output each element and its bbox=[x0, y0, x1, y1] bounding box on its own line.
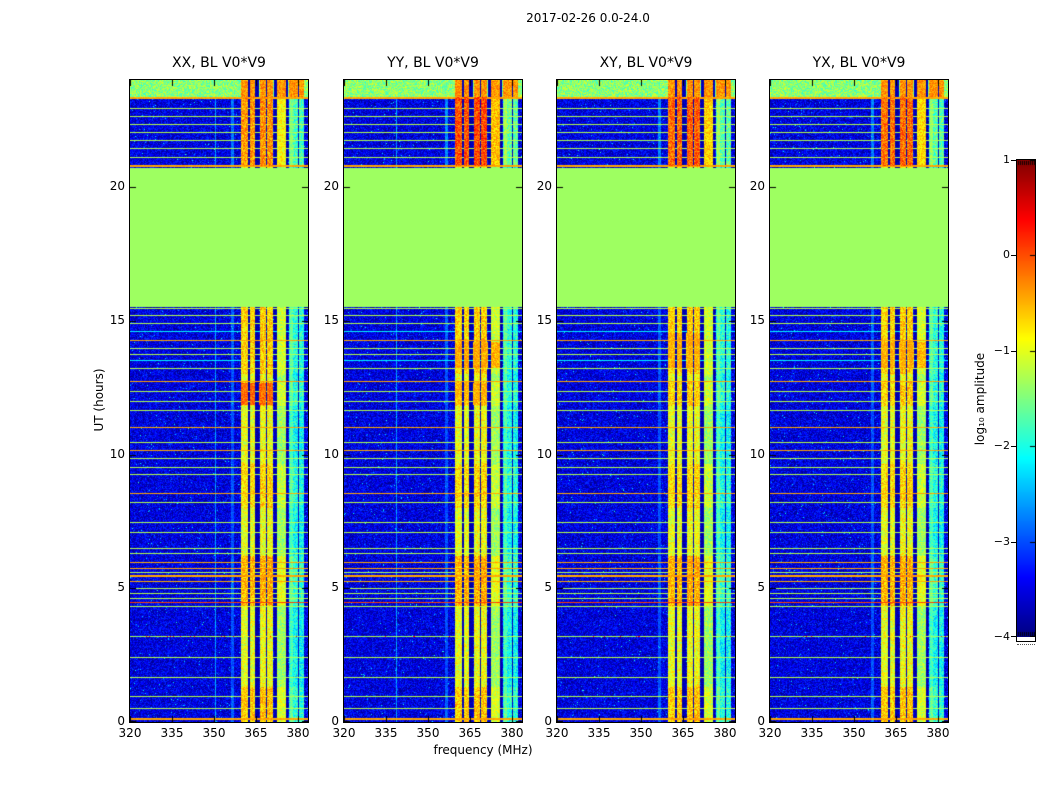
spectrogram-panel-xx bbox=[129, 79, 309, 723]
spectrogram-canvas-yx bbox=[770, 80, 948, 722]
x-tick-label: 320 bbox=[118, 726, 142, 740]
spectrogram-panel-yy bbox=[343, 79, 523, 723]
panel-title-yx: YX, BL V0*V9 bbox=[812, 55, 906, 71]
x-tick-label: 365 bbox=[244, 726, 268, 740]
colorbar bbox=[1016, 159, 1036, 642]
x-tick-label: 365 bbox=[458, 726, 482, 740]
x-tick-label: 350 bbox=[202, 726, 226, 740]
spectrogram-panel-xy bbox=[556, 79, 736, 723]
y-tick-label: 15 bbox=[109, 313, 125, 327]
y-tick-label: 5 bbox=[117, 580, 125, 594]
x-tick-label: 320 bbox=[545, 726, 569, 740]
y-tick-label: 0 bbox=[117, 714, 125, 728]
y-tick-label: 10 bbox=[749, 447, 765, 461]
y-tick-label: 0 bbox=[331, 714, 339, 728]
y-tick-label: 20 bbox=[749, 179, 765, 193]
colorbar-tick-label: 0 bbox=[1003, 248, 1010, 261]
x-tick-label: 350 bbox=[842, 726, 866, 740]
x-tick-label: 380 bbox=[713, 726, 737, 740]
x-tick-label: 320 bbox=[332, 726, 356, 740]
y-tick-label: 10 bbox=[536, 447, 552, 461]
spectrogram-canvas-xx bbox=[130, 80, 308, 722]
colorbar-tick bbox=[1011, 542, 1017, 543]
colorbar-tick bbox=[1011, 636, 1017, 637]
y-tick-label: 15 bbox=[536, 313, 552, 327]
x-tick-label: 365 bbox=[671, 726, 695, 740]
y-tick-label: 20 bbox=[323, 179, 339, 193]
spectrogram-canvas-yy bbox=[344, 80, 522, 722]
colorbar-tick-label: −3 bbox=[993, 535, 1010, 548]
panel-title-xy: XY, BL V0*V9 bbox=[599, 55, 693, 71]
y-tick-label: 10 bbox=[109, 447, 125, 461]
y-tick-label: 10 bbox=[323, 447, 339, 461]
y-tick-label: 5 bbox=[331, 580, 339, 594]
y-tick-label: 20 bbox=[536, 179, 552, 193]
panel-title-yy: YY, BL V0*V9 bbox=[387, 55, 479, 71]
y-tick-label: 15 bbox=[323, 313, 339, 327]
colorbar-tick bbox=[1011, 351, 1017, 352]
x-tick-label: 380 bbox=[500, 726, 524, 740]
colorbar-label: log₁₀ amplitude bbox=[973, 352, 987, 446]
y-tick-label: 15 bbox=[749, 313, 765, 327]
x-tick-label: 380 bbox=[926, 726, 950, 740]
colorbar-tick bbox=[1011, 255, 1017, 256]
spectrogram-panel-yx bbox=[769, 79, 949, 723]
colorbar-tick-label: −4 bbox=[993, 630, 1010, 643]
spectrogram-canvas-xy bbox=[557, 80, 735, 722]
colorbar-canvas bbox=[1017, 160, 1035, 637]
colorbar-tick-label: −2 bbox=[993, 439, 1010, 452]
colorbar-tick-label: 1 bbox=[1003, 153, 1010, 166]
x-tick-label: 350 bbox=[629, 726, 653, 740]
y-tick-label: 5 bbox=[544, 580, 552, 594]
y-tick-label: 5 bbox=[757, 580, 765, 594]
y-tick-label: 20 bbox=[109, 179, 125, 193]
colorbar-tick bbox=[1011, 446, 1017, 447]
y-tick-label: 0 bbox=[757, 714, 765, 728]
figure-title: 2017-02-26 0.0-24.0 bbox=[526, 11, 650, 25]
x-tick-label: 335 bbox=[800, 726, 824, 740]
y-axis-label: UT (hours) bbox=[92, 368, 106, 432]
x-tick-label: 350 bbox=[416, 726, 440, 740]
x-axis-label: frequency (MHz) bbox=[433, 743, 533, 757]
x-tick-label: 380 bbox=[286, 726, 310, 740]
colorbar-tick-label: −1 bbox=[993, 344, 1010, 357]
colorbar-end-marker bbox=[1017, 644, 1035, 645]
x-tick-label: 335 bbox=[160, 726, 184, 740]
x-tick-label: 335 bbox=[587, 726, 611, 740]
x-tick-label: 320 bbox=[758, 726, 782, 740]
y-tick-label: 0 bbox=[544, 714, 552, 728]
x-tick-label: 365 bbox=[884, 726, 908, 740]
colorbar-tick bbox=[1011, 160, 1017, 161]
x-tick-label: 335 bbox=[374, 726, 398, 740]
panel-title-xx: XX, BL V0*V9 bbox=[172, 55, 266, 71]
